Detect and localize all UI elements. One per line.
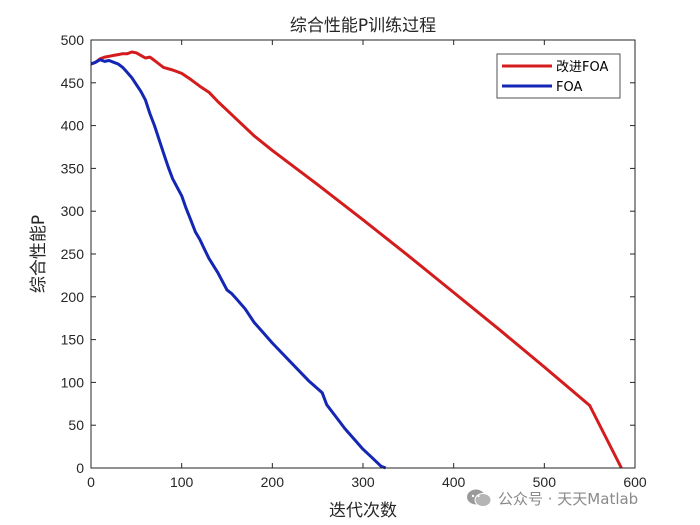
series-line-0 bbox=[90, 50, 623, 469]
x-tick-label-5: 500 bbox=[533, 474, 557, 490]
x-tick-label-2: 200 bbox=[261, 474, 285, 490]
x-tick-label-6: 600 bbox=[623, 474, 647, 490]
legend-box bbox=[496, 53, 621, 99]
wechat-icon bbox=[466, 488, 492, 508]
legend-label-0: 改进FOA bbox=[556, 60, 608, 75]
legend: 改进FOA FOA bbox=[496, 53, 621, 99]
chart-title: 综合性能P训练过程 bbox=[290, 16, 436, 36]
plot-area bbox=[91, 40, 635, 468]
y-tick-label-4: 200 bbox=[61, 289, 85, 305]
series-layer bbox=[90, 50, 623, 470]
watermark-text: 公众号 · 天天Matlab bbox=[498, 489, 639, 508]
x-tick-label-3: 300 bbox=[351, 474, 375, 490]
y-tick-label-5: 250 bbox=[61, 246, 85, 262]
x-tick-label-0: 0 bbox=[87, 474, 95, 490]
tick-layer: 0 100 200 300 400 500 600 0 50 100 150 200 250 300 350… bbox=[61, 32, 647, 490]
legend-label-1: FOA bbox=[556, 80, 582, 95]
x-tick-label-4: 400 bbox=[442, 474, 466, 490]
y-tick-label-1: 50 bbox=[68, 417, 84, 433]
y-axis-label: 综合性能P bbox=[29, 215, 49, 293]
y-tick-label-6: 300 bbox=[61, 203, 85, 219]
x-axis-label: 迭代次数 bbox=[329, 501, 397, 521]
watermark: 公众号 · 天天Matlab bbox=[466, 484, 696, 512]
y-tick-label-10: 500 bbox=[61, 32, 85, 48]
series-line-1 bbox=[90, 58, 387, 470]
y-tick-label-9: 450 bbox=[61, 75, 85, 91]
y-tick-label-3: 150 bbox=[61, 332, 85, 348]
y-tick-label-0: 0 bbox=[76, 460, 84, 476]
y-tick-label-2: 100 bbox=[61, 374, 85, 390]
x-tick-label-1: 100 bbox=[170, 474, 194, 490]
y-tick-label-8: 400 bbox=[61, 118, 85, 134]
y-tick-label-7: 350 bbox=[61, 160, 85, 176]
